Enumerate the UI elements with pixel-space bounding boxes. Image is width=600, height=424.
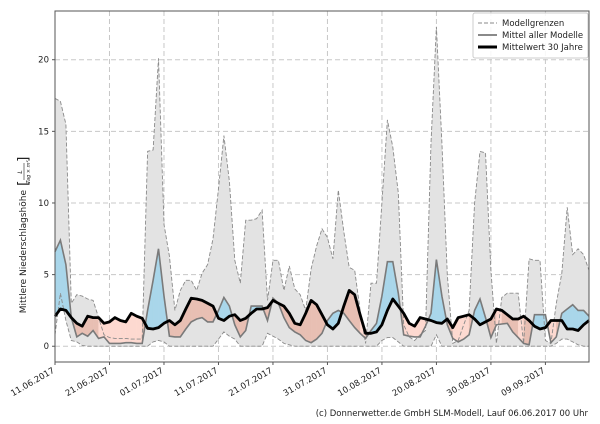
y-axis-label-bracket-open: [ (16, 181, 32, 186)
legend: Modellgrenzen Mittel aller Modelle Mitte… (472, 12, 589, 59)
x-tick-label: 01.07.2017 (118, 366, 165, 399)
legend-box (472, 12, 589, 59)
x-tick-label: 31.07.2017 (282, 366, 329, 399)
y-axis: 0 5 10 15 20 (38, 56, 55, 352)
fill-areas (54, 26, 590, 347)
model-lower-bound-line (54, 293, 589, 347)
y-axis-label-unit-den: Tag × m² (26, 160, 32, 183)
anomaly-fill-below (196, 298, 203, 320)
x-axis: 11.06.2017 21.06.2017 01.07.2017 11.07.2017… (9, 362, 547, 399)
y-axis-label-text: Mittlere Niederschlagshöhe (19, 190, 29, 314)
y-tick-label: 15 (38, 127, 49, 137)
x-tick-label: 20.08.2017 (391, 366, 438, 399)
x-tick-label: 21.07.2017 (227, 366, 274, 399)
legend-label-mittelwert-30-jahre: Mittelwert 30 Jahre (502, 43, 583, 53)
plot-frame (54, 10, 590, 363)
y-axis-label: Mittlere Niederschlagshöhe [ L Tag × m² … (16, 157, 32, 314)
x-tick-label: 30.08.2017 (445, 366, 492, 399)
x-tick-label: 21.06.2017 (64, 366, 111, 399)
y-axis-label-bracket-close: ] (16, 157, 32, 162)
model-mean-line (54, 237, 590, 346)
y-tick-label: 5 (44, 271, 49, 281)
anomaly-fill-below (310, 300, 317, 343)
legend-label-modellgrenzen: Modellgrenzen (502, 19, 564, 29)
y-tick-label: 10 (38, 199, 49, 209)
y-tick-label: 0 (44, 342, 49, 352)
x-tick-label: 11.06.2017 (9, 366, 56, 399)
y-axis-label-unit-num: L (17, 170, 24, 173)
x-tick-label: 10.08.2017 (336, 366, 383, 399)
series-lines (53, 26, 590, 347)
climate-mean-30y-line (53, 289, 590, 335)
anomaly-fill-below (191, 298, 197, 323)
x-tick-label: 09.09.2017 (500, 366, 547, 399)
model-range-band (55, 26, 589, 347)
model-upper-bound-line (54, 26, 590, 345)
legend-label-mittel-modelle: Mittel aller Modelle (502, 31, 583, 41)
footer-copyright: (c) Donnerwetter.de GmbH SLM-Modell, Lau… (316, 409, 589, 419)
y-tick-label: 20 (38, 56, 49, 66)
x-tick-label: 11.07.2017 (173, 366, 220, 399)
anomaly-fill-below (120, 320, 126, 344)
